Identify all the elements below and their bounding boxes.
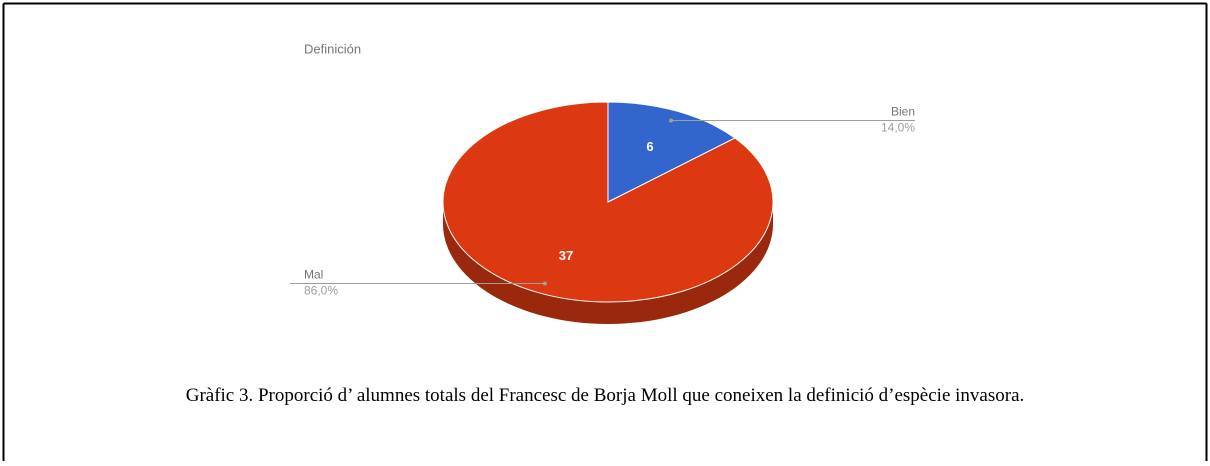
slice-label: 6 xyxy=(646,139,653,154)
legend-label: Mal xyxy=(304,268,323,282)
legend-percent: 86,0% xyxy=(304,284,338,298)
pie-side xyxy=(443,202,773,324)
slice-label: 37 xyxy=(559,248,573,263)
leader-dot xyxy=(669,118,674,123)
caption: Gràfic 3. Proporció d’ alumnes totals de… xyxy=(185,385,1025,406)
legend-label: Bien xyxy=(891,105,915,119)
pie-slice xyxy=(607,101,736,203)
pie-slice xyxy=(442,101,774,303)
leader-dot xyxy=(542,281,547,286)
chart-title: Definición xyxy=(304,41,361,56)
legend-percent: 14,0% xyxy=(881,121,915,135)
